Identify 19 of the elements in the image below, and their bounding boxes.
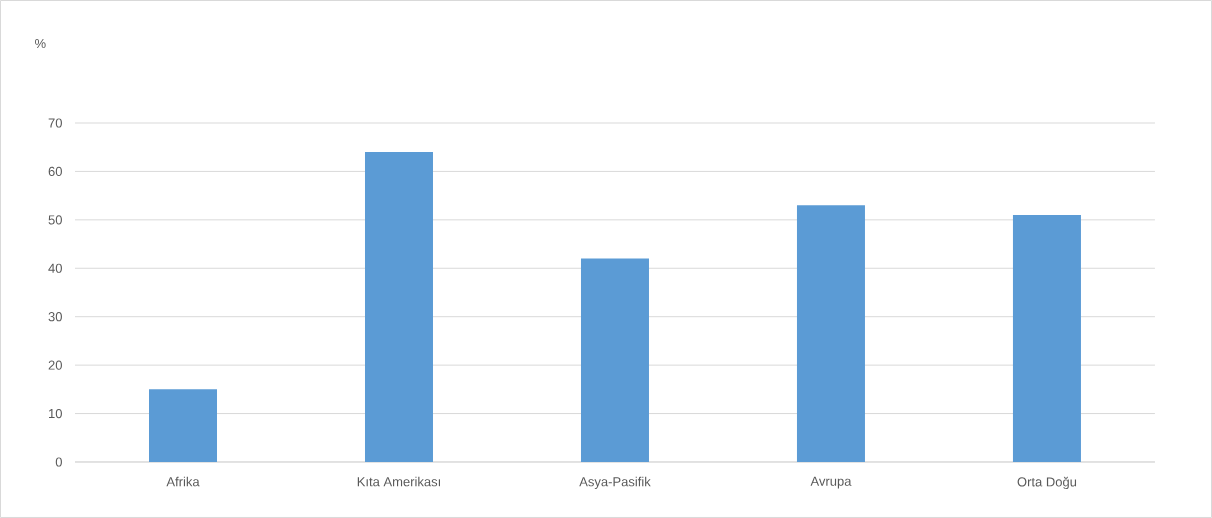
y-tick-label: 70 (48, 118, 62, 128)
y-tick-label: 20 (48, 360, 62, 370)
x-tick-label: Kıta Amerikası (357, 476, 440, 487)
x-tick-label: Orta Doğu (1017, 476, 1077, 490)
y-tick-label: 40 (48, 263, 62, 273)
bar (1012, 215, 1081, 462)
y-tick-label: 10 (49, 408, 62, 419)
bar (149, 389, 218, 462)
bar (796, 205, 865, 462)
x-tick-label: Asya-Pasifik (579, 476, 651, 489)
y-tick-label: 60 (48, 166, 62, 177)
y-tick-label: 30 (48, 312, 62, 322)
x-tick-label: Afrika (166, 476, 200, 487)
bar (580, 258, 649, 462)
x-tick-label: Avrupa (810, 476, 852, 489)
y-tick-label: 0 (55, 457, 62, 467)
text: % (35, 38, 46, 49)
bar (364, 152, 433, 462)
y-tick-label: 50 (48, 215, 62, 225)
